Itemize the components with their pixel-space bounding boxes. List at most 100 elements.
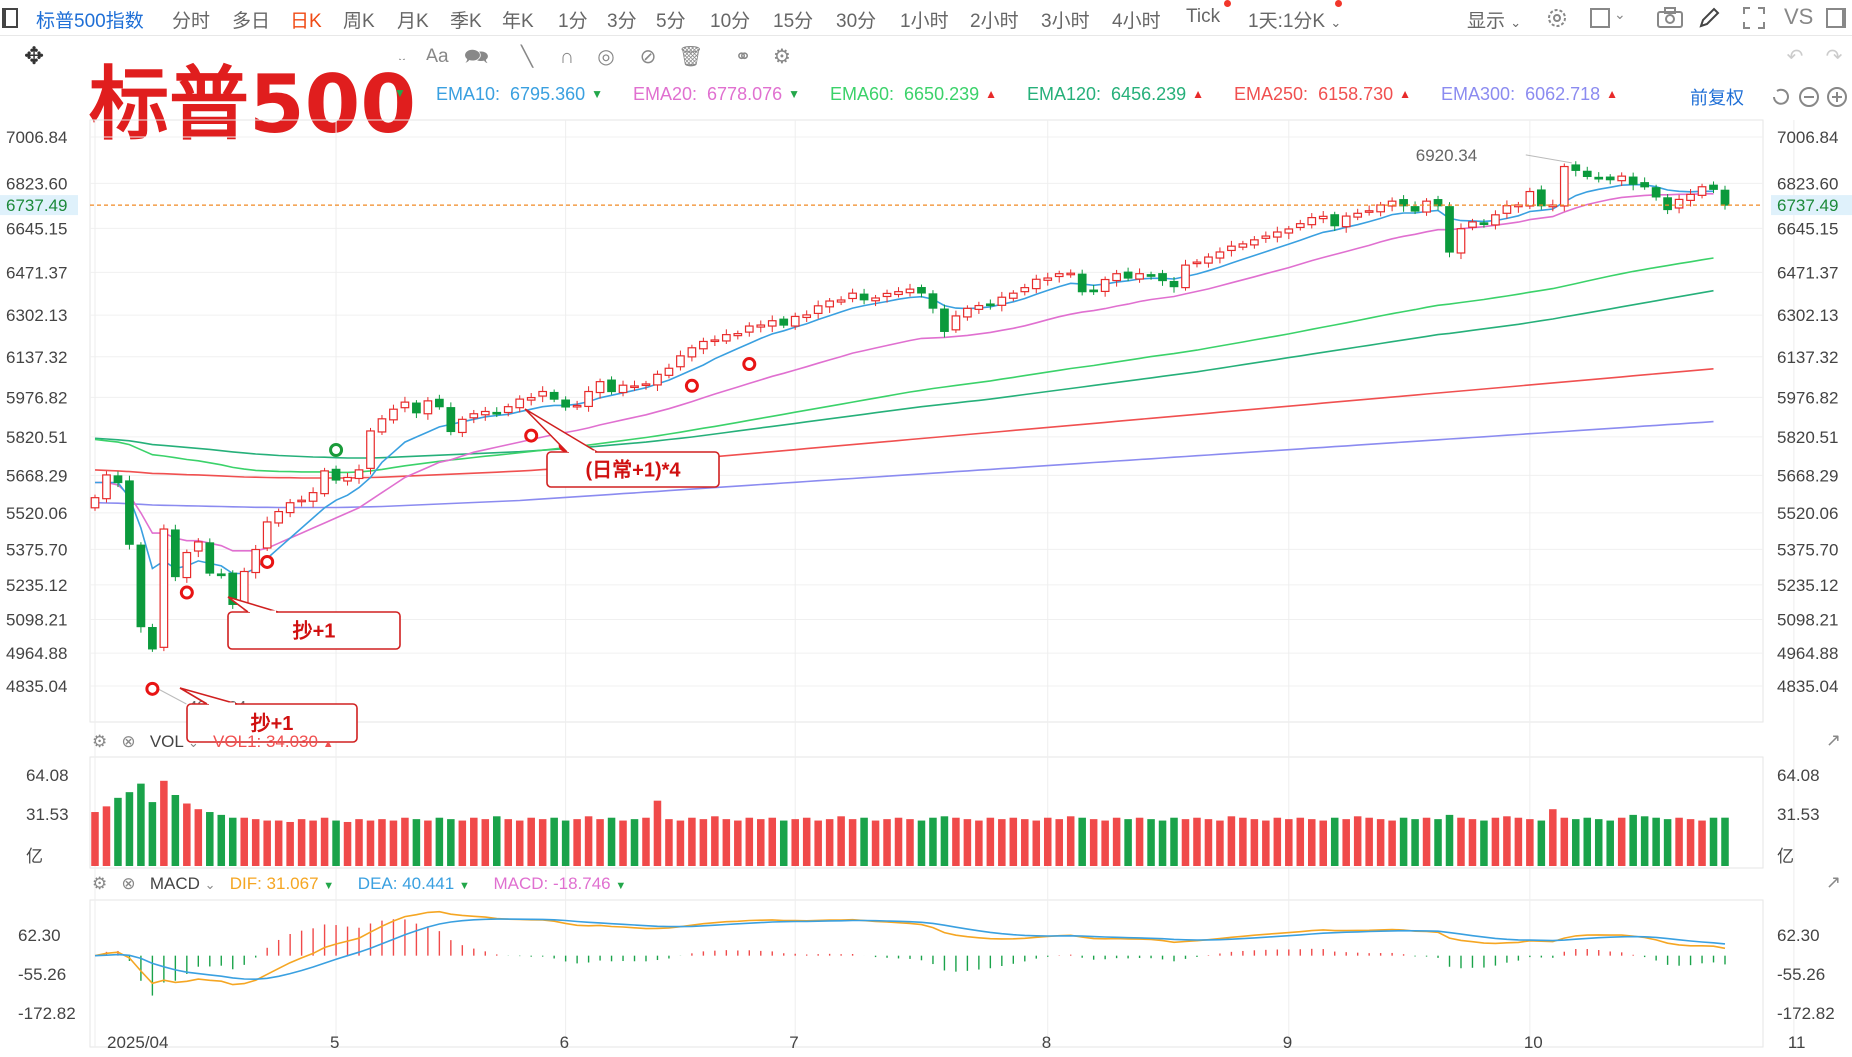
macd-panel-name[interactable]: MACD (149, 874, 200, 893)
tab-6[interactable]: 年K (502, 11, 534, 32)
tab-9[interactable]: 5分 (656, 11, 686, 32)
ema-legend-label-5[interactable]: EMA300: (1441, 84, 1516, 104)
candle-body (389, 408, 398, 421)
tab-4[interactable]: 月K (397, 11, 429, 32)
close-icon[interactable]: ⊗ (121, 732, 136, 751)
candle-body (963, 307, 972, 318)
candle-body (1502, 205, 1512, 214)
tab-16[interactable]: 4小时 (1112, 11, 1161, 32)
candle-body (331, 468, 341, 481)
candle-body (607, 379, 616, 393)
tab-11[interactable]: 15分 (773, 11, 814, 32)
panel-toggle-icon[interactable] (1826, 8, 1846, 28)
chevron-down-icon[interactable]: ⌄ (187, 735, 199, 750)
ema-legend-label-4[interactable]: EMA250: (1234, 84, 1309, 104)
period-selector[interactable]: 1天:1分K ⌄ (1248, 6, 1341, 33)
vol-panel-name[interactable]: VOL (149, 732, 184, 751)
candle-body (572, 404, 582, 408)
move-icon[interactable]: ✥ (23, 43, 45, 70)
tab-5[interactable]: 季K (450, 11, 482, 32)
camera-icon[interactable] (1657, 7, 1683, 29)
price-axis-label-right: 6302.13 (1777, 306, 1838, 325)
trade-marker-circle (684, 378, 699, 393)
text-tool-icon[interactable]: Aa (425, 46, 449, 67)
magnet-icon[interactable]: ∩ (559, 46, 575, 68)
volume-bar (217, 814, 226, 866)
candle-body (1571, 164, 1581, 171)
trash-icon[interactable]: 🗑 (678, 46, 704, 68)
tab-7[interactable]: 1分 (558, 11, 588, 32)
volume-bar (1262, 820, 1270, 866)
ema-legend-label-3[interactable]: EMA120: (1027, 84, 1102, 104)
price-axis-label-left: 5235.12 (6, 576, 67, 595)
vol-axis-label-right: 31.53 (1777, 805, 1820, 824)
macd-panel-header: ⚙ ⊗ MACD ⌄ DIF: 31.067 ▼ DEA: 40.441 ▼ M… (92, 874, 626, 894)
volume-bar (848, 819, 857, 866)
tab-3[interactable]: 周K (343, 11, 375, 32)
settings-icon[interactable]: ⚙ (773, 46, 791, 68)
tab-12[interactable]: 30分 (836, 11, 877, 32)
expand-icon[interactable]: ↗ (1826, 872, 1842, 892)
expand-icon[interactable]: ↗ (1826, 730, 1842, 750)
reset-icon[interactable] (1770, 86, 1792, 108)
layout-square-icon[interactable] (1590, 8, 1610, 28)
ema120-line (94, 289, 1714, 459)
candle-body (1468, 221, 1477, 228)
candle-body (630, 385, 639, 389)
volume-bar (1514, 817, 1523, 866)
eye-icon[interactable]: ◎ (597, 46, 615, 68)
volume-bar (871, 820, 880, 866)
hide-icon[interactable]: ⊘ (639, 46, 657, 68)
volume-bar (607, 817, 616, 866)
display-menu[interactable]: 显示 ⌄ (1467, 6, 1521, 33)
adjust-mode-button[interactable]: 前复权 (1690, 88, 1744, 108)
zoom-out-icon[interactable] (1798, 86, 1820, 108)
tab-10[interactable]: 10分 (710, 11, 751, 32)
pencil-icon[interactable] (1697, 6, 1721, 30)
volume-bar (1193, 817, 1201, 866)
volume-bar (1216, 820, 1224, 866)
candle-body (1445, 206, 1454, 253)
tab-13[interactable]: 1小时 (900, 11, 949, 32)
candle-body (102, 474, 111, 500)
vol-trend-icon: ▲ (322, 738, 334, 750)
gear-icon[interactable]: ⚙ (92, 732, 108, 751)
volume-bar (470, 817, 478, 866)
redo-icon[interactable]: ↷ (1825, 46, 1843, 68)
ema-legend-label-2[interactable]: EMA60: (830, 84, 895, 104)
tab-2[interactable]: 日K (290, 11, 322, 32)
tab-17[interactable]: Tick (1186, 6, 1221, 27)
volume-bar (355, 819, 363, 866)
undo-icon[interactable]: ↶ (1786, 46, 1804, 68)
fullscreen-icon[interactable] (1742, 6, 1766, 30)
symbol-name[interactable]: 标普500指数 (36, 11, 144, 32)
line-tool-icon[interactable]: ╲ (520, 46, 534, 68)
tab-8[interactable]: 3分 (607, 11, 637, 32)
candle-body (1020, 287, 1030, 293)
tab-14[interactable]: 2小时 (970, 11, 1019, 32)
ema-legend-label-1[interactable]: EMA20: (633, 84, 698, 104)
gear-icon[interactable] (1545, 6, 1569, 30)
volume-bar (366, 820, 375, 866)
tab-15[interactable]: 3小时 (1041, 11, 1090, 32)
compare-button[interactable]: VS (1784, 4, 1814, 29)
sidebar-toggle-icon[interactable] (2, 8, 18, 28)
volume-bar (550, 817, 558, 866)
volume-bar (711, 816, 719, 866)
link-icon[interactable]: ⚭ (734, 46, 752, 68)
chevron-down-icon[interactable]: ⌄ (204, 877, 216, 892)
comment-icon[interactable]: 🗪 (464, 46, 489, 68)
volume-bar (975, 820, 983, 866)
zoom-in-icon[interactable] (1826, 86, 1848, 108)
ema-legend-label-0[interactable]: EMA10: (436, 84, 501, 104)
volume-bar (447, 819, 455, 866)
tab-0[interactable]: 分时 (172, 11, 211, 32)
ema-legend-toggle[interactable]: ▼ (394, 86, 406, 100)
price-axis-label-left: 7006.84 (6, 128, 67, 147)
tab-1[interactable]: 多日 (232, 11, 271, 32)
chevron-down-icon[interactable]: ⌄ (1614, 6, 1626, 22)
dropdown-chevron-icon[interactable]: ⌄ (396, 49, 408, 65)
gear-icon[interactable]: ⚙ (92, 874, 108, 893)
close-icon[interactable]: ⊗ (121, 874, 136, 893)
